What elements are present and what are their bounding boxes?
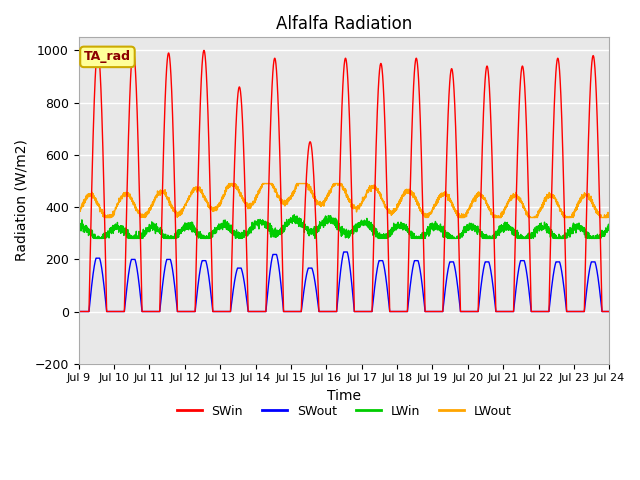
LWout [556, 204, 563, 210]
Line: SWout: SWout [79, 252, 609, 312]
SWout [340, 249, 348, 255]
LWin [396, 224, 404, 229]
SWin [555, 61, 563, 67]
LWout [405, 188, 413, 194]
SWout [605, 309, 612, 314]
SWin [405, 243, 413, 249]
LWin [90, 236, 97, 241]
LWout [605, 211, 613, 216]
SWout [223, 309, 230, 314]
X-axis label: Time: Time [327, 389, 361, 403]
LWout [605, 213, 613, 218]
LWout [75, 205, 83, 211]
Text: TA_rad: TA_rad [84, 50, 131, 63]
SWout [555, 259, 563, 265]
LWin [605, 222, 613, 228]
SWout [75, 309, 83, 314]
Y-axis label: Radiation (W/m2): Radiation (W/m2) [15, 140, 29, 262]
LWout [223, 186, 231, 192]
SWin [605, 309, 612, 314]
LWout [100, 215, 108, 220]
Line: LWout: LWout [79, 183, 609, 217]
SWin [94, 48, 102, 53]
LWout [225, 180, 233, 186]
SWout [188, 309, 196, 314]
LWin [605, 225, 613, 230]
LWin [556, 236, 563, 241]
SWin [223, 309, 231, 314]
SWin [605, 309, 613, 314]
SWin [396, 309, 403, 314]
SWout [605, 309, 613, 314]
SWout [405, 295, 413, 300]
LWin [75, 225, 83, 231]
LWout [189, 190, 196, 195]
Legend: SWin, SWout, LWin, LWout: SWin, SWout, LWin, LWout [172, 400, 516, 423]
LWin [223, 222, 231, 228]
SWin [189, 309, 196, 314]
Line: LWin: LWin [79, 215, 609, 239]
SWin [75, 309, 83, 314]
LWout [396, 197, 404, 203]
Title: Alfalfa Radiation: Alfalfa Radiation [276, 15, 412, 33]
LWin [189, 219, 196, 225]
Line: SWin: SWin [79, 50, 609, 312]
SWout [396, 309, 403, 314]
LWin [291, 212, 298, 217]
LWin [405, 226, 413, 232]
